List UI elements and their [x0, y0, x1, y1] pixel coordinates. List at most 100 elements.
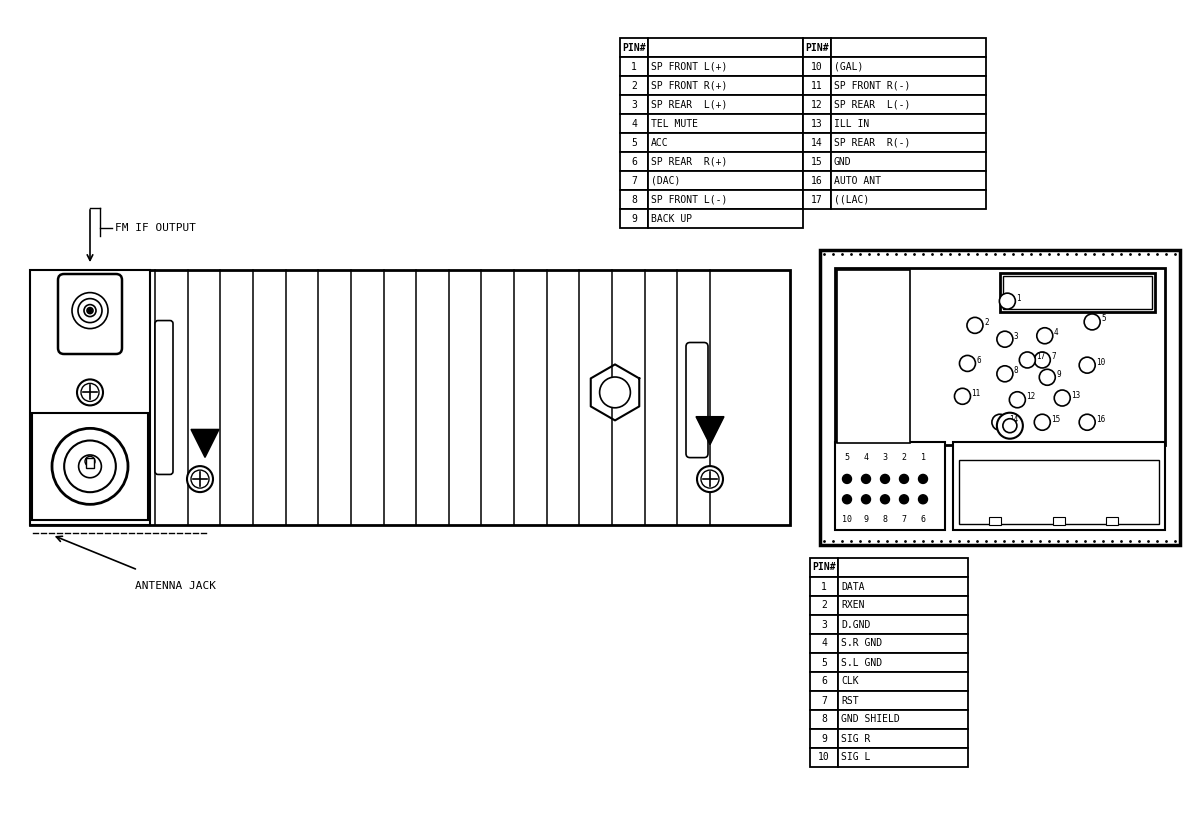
Bar: [810, 729, 838, 748]
Text: SP REAR  R(+): SP REAR R(+): [650, 156, 727, 166]
FancyBboxPatch shape: [686, 342, 708, 458]
Circle shape: [997, 365, 1013, 382]
Text: SP REAR  R(-): SP REAR R(-): [834, 137, 911, 147]
Circle shape: [85, 456, 95, 467]
Text: 7: 7: [631, 175, 637, 185]
Text: 3: 3: [631, 100, 637, 109]
Bar: [838, 596, 968, 615]
Polygon shape: [696, 416, 724, 444]
Circle shape: [88, 308, 94, 314]
Circle shape: [1079, 414, 1096, 430]
Bar: [648, 133, 803, 152]
Bar: [835, 268, 1165, 445]
Bar: [648, 57, 803, 76]
Bar: [810, 596, 838, 615]
Text: 2: 2: [984, 318, 989, 327]
Circle shape: [1009, 392, 1025, 407]
Text: BACK UP: BACK UP: [650, 213, 692, 224]
Bar: [810, 653, 838, 672]
Text: 1: 1: [1016, 294, 1021, 303]
Text: TEL MUTE: TEL MUTE: [650, 119, 698, 128]
Bar: [810, 634, 838, 653]
Circle shape: [881, 495, 889, 504]
Circle shape: [600, 377, 630, 408]
Bar: [838, 558, 968, 577]
Text: 14: 14: [1009, 415, 1018, 424]
Circle shape: [900, 495, 908, 504]
Text: 4: 4: [631, 119, 637, 128]
Text: 7: 7: [821, 695, 827, 705]
Text: 9: 9: [821, 733, 827, 743]
Text: FM IF OUTPUT: FM IF OUTPUT: [115, 223, 196, 233]
Bar: [803, 114, 830, 133]
Bar: [838, 748, 968, 767]
Text: DATA: DATA: [841, 582, 864, 592]
Text: D.GND: D.GND: [841, 620, 870, 630]
Bar: [838, 729, 968, 748]
Text: SIG R: SIG R: [841, 733, 870, 743]
Text: 15: 15: [811, 156, 823, 166]
Circle shape: [701, 470, 719, 488]
Bar: [648, 76, 803, 95]
Bar: [820, 250, 1180, 545]
Text: GND: GND: [834, 156, 852, 166]
Bar: [989, 517, 1001, 525]
Bar: [803, 95, 830, 114]
Bar: [86, 458, 94, 468]
Circle shape: [1019, 352, 1036, 368]
Text: 11: 11: [811, 81, 823, 91]
Bar: [838, 270, 910, 443]
Text: SP REAR  L(-): SP REAR L(-): [834, 100, 911, 109]
Bar: [1000, 273, 1156, 312]
Circle shape: [960, 356, 976, 371]
Text: 5: 5: [631, 137, 637, 147]
Bar: [838, 653, 968, 672]
Text: RXEN: RXEN: [841, 601, 864, 611]
Bar: [830, 152, 986, 171]
Bar: [810, 691, 838, 710]
Bar: [810, 615, 838, 634]
Circle shape: [918, 474, 928, 483]
Circle shape: [862, 495, 870, 504]
Circle shape: [1037, 328, 1052, 344]
Circle shape: [697, 466, 722, 492]
Text: 11: 11: [972, 388, 980, 398]
Bar: [830, 171, 986, 190]
Bar: [803, 133, 830, 152]
Text: ACC: ACC: [650, 137, 668, 147]
Bar: [620, 133, 648, 152]
Text: SP FRONT L(+): SP FRONT L(+): [650, 62, 727, 72]
Bar: [830, 57, 986, 76]
Circle shape: [88, 309, 92, 313]
Text: SP REAR  L(+): SP REAR L(+): [650, 100, 727, 109]
Circle shape: [64, 440, 116, 492]
Circle shape: [1055, 390, 1070, 406]
Bar: [620, 209, 648, 228]
FancyBboxPatch shape: [58, 274, 122, 354]
Text: 6: 6: [821, 677, 827, 686]
Text: 17: 17: [811, 194, 823, 204]
Bar: [830, 38, 986, 57]
Bar: [648, 95, 803, 114]
Bar: [810, 577, 838, 596]
Bar: [803, 171, 830, 190]
Bar: [803, 38, 830, 57]
Text: AUTO ANT: AUTO ANT: [834, 175, 881, 185]
Circle shape: [918, 495, 928, 504]
Bar: [803, 76, 830, 95]
Text: S.L GND: S.L GND: [841, 658, 882, 667]
Circle shape: [900, 474, 908, 483]
Text: 6: 6: [977, 356, 982, 365]
Bar: [810, 710, 838, 729]
Text: SIG L: SIG L: [841, 752, 870, 762]
Bar: [620, 152, 648, 171]
Bar: [838, 672, 968, 691]
Text: PIN#: PIN#: [805, 43, 829, 53]
Text: RST: RST: [841, 695, 859, 705]
Bar: [620, 57, 648, 76]
Circle shape: [967, 318, 983, 333]
Circle shape: [52, 428, 128, 504]
Bar: [830, 95, 986, 114]
Circle shape: [997, 331, 1013, 347]
Bar: [648, 152, 803, 171]
